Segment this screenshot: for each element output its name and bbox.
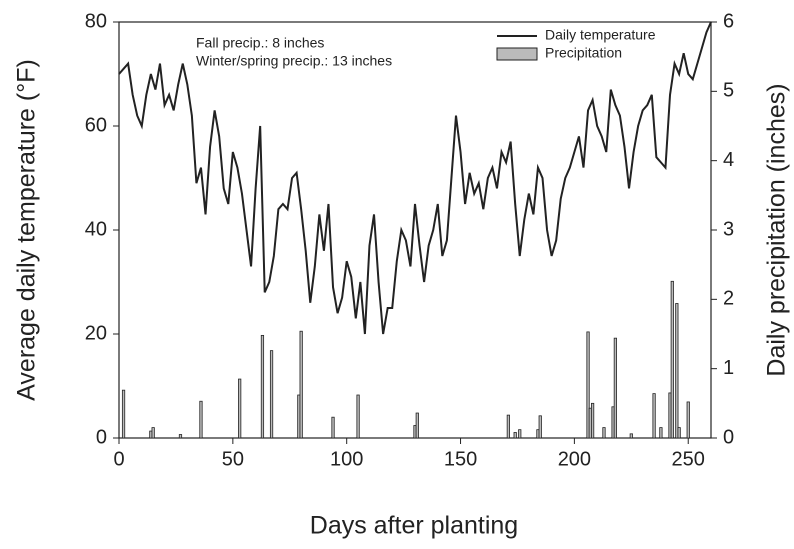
annotation: Fall precip.: 8 inches — [196, 35, 324, 51]
precip-bar — [602, 427, 606, 439]
y-tick-label: 40 — [85, 218, 107, 240]
x-tick-label: 100 — [330, 448, 363, 470]
precip-bar — [675, 303, 679, 439]
legend-label: Precipitation — [545, 45, 622, 61]
y2-tick-label: 3 — [723, 218, 734, 240]
y2-tick-label: 2 — [723, 288, 734, 310]
precip-bar — [178, 434, 183, 439]
precip-bar — [331, 416, 335, 439]
precip-bar — [538, 415, 542, 439]
precip-bar — [652, 393, 656, 439]
precip-bar — [629, 433, 633, 439]
legend-swatch — [496, 47, 538, 61]
y2-tick-label: 1 — [723, 357, 734, 379]
x-tick-label: 50 — [222, 448, 244, 470]
x-tick-label: 150 — [444, 448, 477, 470]
precip-bar — [677, 427, 681, 439]
precip-bar — [356, 394, 360, 439]
precip-bar — [260, 334, 265, 439]
precip-bar — [591, 402, 595, 439]
precip-bar — [238, 378, 242, 439]
precip-bar — [686, 401, 690, 439]
precip-bar — [269, 350, 274, 439]
precip-bar — [506, 414, 510, 439]
precip-bar — [513, 432, 517, 439]
precip-bar — [199, 400, 203, 439]
precip-bar — [670, 280, 674, 439]
precip-bar — [151, 427, 155, 439]
y-tick-label: 60 — [85, 114, 107, 136]
y2-tick-label: 0 — [723, 426, 734, 448]
precip-bar — [415, 412, 419, 439]
precip-bar — [659, 427, 663, 439]
y2-tick-label: 6 — [723, 10, 734, 32]
precip-bar — [299, 330, 303, 439]
x-axis-label: Days after planting — [310, 512, 518, 540]
precip-bar — [586, 331, 590, 439]
precip-bar — [121, 389, 126, 439]
y-tick-label: 20 — [85, 322, 107, 344]
precip-bar — [613, 337, 617, 439]
temperature-line — [118, 21, 712, 335]
annotation: Winter/spring precip.: 13 inches — [196, 53, 392, 69]
plot-frame — [118, 21, 712, 439]
y2-tick-label: 4 — [723, 149, 734, 171]
precip-bar — [518, 429, 522, 439]
y-tick-label: 80 — [85, 10, 107, 32]
x-tick-label: 200 — [558, 448, 591, 470]
legend-label: Daily temperature — [545, 27, 656, 43]
x-tick-label: 0 — [113, 448, 124, 470]
y-tick-label: 0 — [96, 426, 107, 448]
y-axis-label: Average daily temperature (°F) — [13, 59, 41, 401]
y2-axis-label: Daily precipitation (inches) — [763, 83, 791, 376]
x-tick-label: 250 — [672, 448, 705, 470]
y2-tick-label: 5 — [723, 80, 734, 102]
